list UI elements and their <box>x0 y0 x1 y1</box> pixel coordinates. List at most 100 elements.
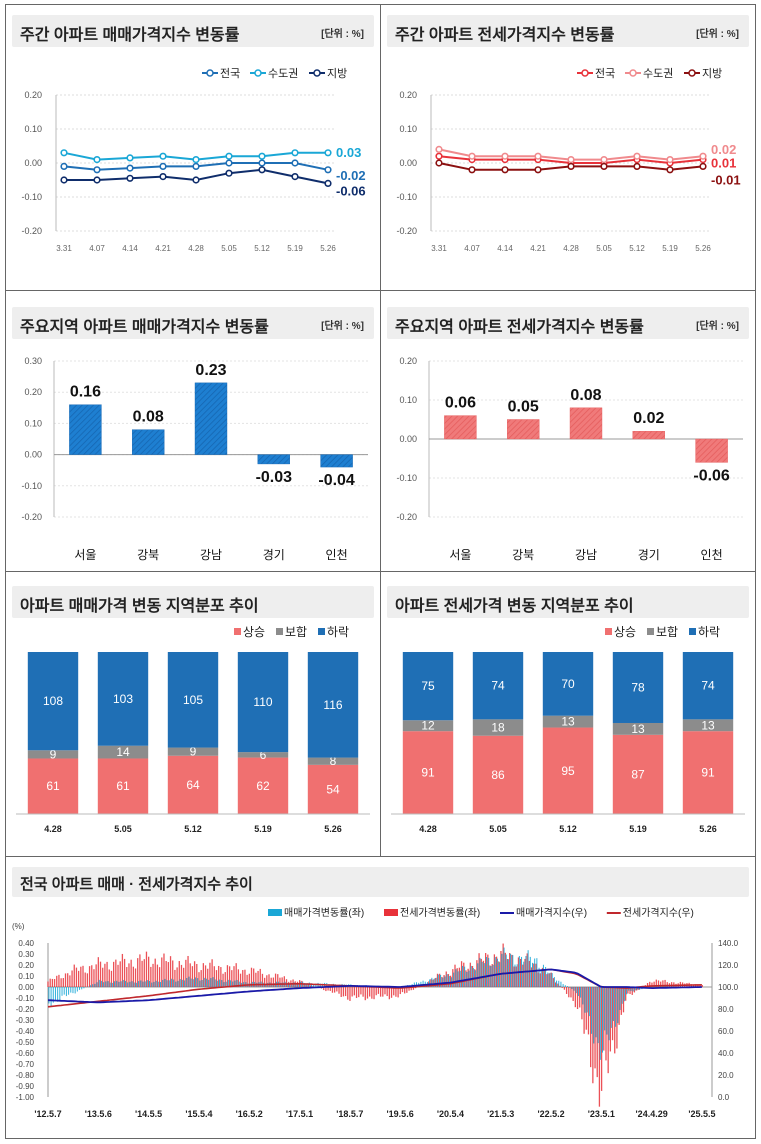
bar-강북 <box>131 429 165 455</box>
jeonse-region-bar-chart: 0.20 0.10 0.00 -0.10 -0.20 0.06 서울 0.05 강북 0.08 강남… <box>396 356 743 562</box>
y-tick-label: 0.00 <box>399 158 417 168</box>
stack-segment-보합 <box>682 719 734 732</box>
segment-value-label: 86 <box>491 768 505 782</box>
stack-segment-하락 <box>542 652 594 716</box>
segment-value-label: 116 <box>323 698 342 712</box>
segment-value-label: 75 <box>421 679 435 693</box>
stack-segment-상승 <box>402 731 454 814</box>
y-tick-label: -0.20 <box>396 512 417 522</box>
panel-title: 주요지역 아파트 매매가격지수 변동률 <box>20 319 269 336</box>
bar-경기 <box>632 430 666 440</box>
data-point <box>435 152 443 160</box>
legend-label: 상승 <box>614 625 636 639</box>
segment-value-label: 91 <box>421 766 435 780</box>
y-left-tick-label: -0.80 <box>16 1071 35 1080</box>
stack-segment-보합 <box>402 720 454 732</box>
unit-label: [단위 : %] <box>321 29 364 40</box>
panel-national-index-trend: 전국 아파트 매매 · 전세가격지수 추이 매매가격변동률(좌) 전세가격변동률(… <box>5 856 756 1139</box>
x-category-label: 인천 <box>701 547 723 562</box>
data-point <box>225 152 233 160</box>
x-tick-label: '20.5.4 <box>437 1109 464 1119</box>
y-tick-label: 0.20 <box>399 90 417 100</box>
end-value-label: 0.02 <box>711 142 736 157</box>
segment-value-label: 108 <box>43 694 63 708</box>
data-point <box>666 155 674 164</box>
y-left-tick-label: -0.60 <box>16 1049 35 1058</box>
bar-서울 <box>69 404 102 455</box>
x-tick-label: 5.12 <box>629 244 645 253</box>
x-tick-label: 4.21 <box>155 244 171 253</box>
stack-segment-상승 <box>472 735 524 814</box>
end-value-label: 0.01 <box>711 156 736 171</box>
legend-label: 지방 <box>702 67 722 80</box>
segment-value-label: 91 <box>701 766 715 780</box>
legend-marker <box>688 69 696 77</box>
x-tick-label: '25.5.5 <box>688 1109 715 1119</box>
stack-segment-하락 <box>237 652 289 753</box>
legend-swatch <box>689 628 696 635</box>
data-point <box>126 164 134 172</box>
x-category-label: 4.28 <box>44 824 62 834</box>
data-point <box>60 149 68 157</box>
y-right-tick-label: 20.0 <box>718 1071 734 1080</box>
segment-value-label: 62 <box>256 779 270 793</box>
unit-label: [단위 : %] <box>321 321 364 332</box>
data-point <box>192 162 200 170</box>
y-tick-label: -0.10 <box>396 192 417 202</box>
x-tick-label: '16.5.2 <box>236 1109 263 1119</box>
x-category-label: 경기 <box>638 548 660 562</box>
x-tick-label: 4.07 <box>89 244 105 253</box>
stack-segment-하락 <box>682 652 734 720</box>
x-category-label: 5.12 <box>184 824 202 834</box>
legend-label: 수도권 <box>643 67 673 80</box>
end-value-label: -0.02 <box>336 168 366 183</box>
x-tick-label: 3.31 <box>431 244 447 253</box>
data-point <box>258 152 266 160</box>
data-point <box>291 149 299 157</box>
x-category-label: 4.28 <box>419 824 437 834</box>
stack-segment-상승 <box>237 757 289 814</box>
x-tick-label: '17.5.1 <box>286 1109 313 1119</box>
y-left-tick-label: 0.40 <box>18 939 34 948</box>
stack-segment-보합 <box>97 745 149 759</box>
segment-value-label: 95 <box>561 764 575 778</box>
bar-value-label: 0.08 <box>570 387 601 404</box>
bar-강남 <box>194 382 228 455</box>
y-left-tick-label: -0.70 <box>16 1060 35 1069</box>
legend-swatch <box>234 628 241 635</box>
y-tick-label: 0.30 <box>24 356 42 366</box>
data-point <box>159 152 167 160</box>
segment-value-label: 9 <box>190 745 197 759</box>
unit-label: [단위 : %] <box>696 321 739 332</box>
segment-value-label: 70 <box>561 677 575 691</box>
y-right-tick-label: 140.0 <box>718 939 739 948</box>
data-point <box>468 166 476 174</box>
panel-title: 아파트 매매가격 변동 지역분포 추이 <box>20 598 259 615</box>
x-tick-label: '14.5.5 <box>135 1109 162 1119</box>
segment-value-label: 103 <box>113 692 133 706</box>
y-left-tick-label: 0.30 <box>18 950 34 959</box>
y-tick-label: -0.20 <box>396 226 417 236</box>
segment-value-label: 14 <box>116 745 130 759</box>
legend-swatch <box>384 909 398 916</box>
national-combo-chart: 매매가격변동률(좌) 전세가격변동률(좌) 매매가격지수(우) 전세가격지수(우) (%… <box>12 906 739 1119</box>
y-left-tick-label: -0.90 <box>16 1082 35 1091</box>
x-category-label: 서울 <box>449 548 471 562</box>
segment-value-label: 8 <box>330 754 337 768</box>
x-tick-label: 5.05 <box>221 244 237 253</box>
sale-index-line <box>47 968 702 1004</box>
legend-label: 매매가격변동률(좌) <box>284 906 364 919</box>
data-point <box>567 155 575 164</box>
x-category-label: 강남 <box>575 548 597 562</box>
x-category-label: 5.12 <box>559 824 577 834</box>
panel-title: 주요지역 아파트 전세가격지수 변동률 <box>395 319 644 336</box>
x-tick-label: '23.5.1 <box>588 1109 615 1119</box>
legend-marker <box>206 69 214 77</box>
stack-segment-하락 <box>472 652 524 720</box>
legend-label: 전세가격지수(우) <box>623 906 694 919</box>
data-point <box>126 154 134 162</box>
x-category-label: 인천 <box>326 547 348 562</box>
segment-value-label: 105 <box>183 693 203 707</box>
x-tick-label: 5.19 <box>287 244 303 253</box>
legend-label: 상승 <box>243 625 265 639</box>
